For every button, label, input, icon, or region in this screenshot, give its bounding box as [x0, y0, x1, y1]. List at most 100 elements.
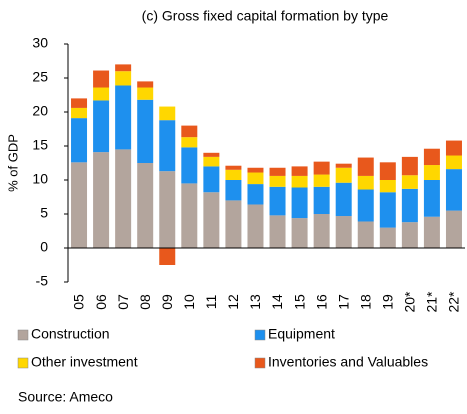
x-tick-label: 10: [181, 294, 197, 310]
legend-swatch: [17, 357, 29, 369]
bar-segment: [445, 140, 462, 156]
bar-segment: [335, 163, 352, 168]
x-tick-label: 15: [291, 294, 307, 310]
bar-segment: [401, 175, 418, 189]
bar-segment: [445, 169, 462, 211]
bar-segment: [357, 157, 374, 176]
y-tick-label: 10: [32, 171, 48, 187]
y-tick-label: 20: [32, 103, 48, 119]
bar-segment: [401, 156, 418, 176]
bar-segment: [225, 165, 242, 170]
bar-segment: [203, 156, 220, 167]
bar-segment: [225, 180, 242, 201]
y-axis-label: % of GDP: [5, 134, 20, 192]
y-tick-label: 25: [32, 69, 48, 85]
x-tick-label: 14: [269, 294, 285, 310]
x-tick-label: 13: [247, 294, 263, 310]
bar-segment: [225, 200, 242, 248]
legend-label: Equipment: [268, 326, 335, 342]
bar-segment: [115, 149, 132, 248]
bar-segment: [159, 171, 176, 248]
bar-segment: [247, 172, 264, 185]
bar-segment: [423, 180, 440, 217]
x-tick-label: 16: [313, 294, 329, 310]
bar-segment: [71, 162, 88, 248]
bar-segment: [159, 248, 176, 265]
bar-segment: [313, 214, 330, 248]
x-tick-label: 21*: [424, 291, 440, 313]
bar-segment: [379, 192, 396, 228]
bar-segment: [181, 183, 198, 248]
y-tick-label: -5: [36, 273, 49, 289]
bar-segment: [291, 187, 308, 219]
bar-segment: [247, 184, 264, 205]
x-tick-label: 08: [137, 294, 153, 310]
bar-segment: [93, 87, 110, 101]
y-tick-label: 5: [40, 205, 48, 221]
bar-segment: [379, 227, 396, 248]
bar-segment: [93, 100, 110, 153]
x-tick-label: 12: [225, 294, 241, 310]
bar-segment: [181, 125, 198, 138]
bar-segment: [423, 216, 440, 248]
bar-segment: [203, 152, 220, 157]
x-tick-label: 11: [203, 295, 219, 310]
bar-segment: [269, 186, 286, 216]
bar-segment: [159, 120, 176, 172]
chart-title: (c) Gross fixed capital formation by typ…: [142, 8, 389, 24]
bar-segment: [401, 188, 418, 223]
x-tick-label: 20*: [402, 291, 418, 313]
bar-segment: [379, 162, 396, 180]
bar-segment: [269, 215, 286, 248]
bar-segment: [313, 174, 330, 187]
x-tick-label: 18: [357, 294, 373, 310]
y-tick-label: 15: [32, 137, 48, 153]
bar-segment: [137, 163, 154, 248]
x-tick-label: 05: [71, 294, 87, 310]
bar-segment: [93, 152, 110, 248]
legend-label: Inventories and Valuables: [268, 354, 428, 370]
bar-segment: [247, 167, 264, 173]
bar-segment: [445, 210, 462, 248]
bar-segment: [247, 204, 264, 248]
bar-segment: [159, 106, 176, 121]
legend-swatch: [17, 329, 29, 341]
x-tick-label: 22*: [446, 291, 462, 313]
x-tick-label: 06: [93, 294, 109, 310]
bar-segment: [115, 71, 132, 86]
bar-segment: [137, 99, 154, 163]
legend-swatch: [254, 357, 266, 369]
bar-segment: [71, 118, 88, 163]
y-tick-label: 0: [40, 239, 48, 255]
bar-segment: [93, 70, 110, 88]
bar-segment: [137, 81, 154, 88]
bar-segment: [445, 155, 462, 170]
bar-segment: [423, 148, 440, 166]
bar-segment: [115, 85, 132, 150]
x-tick-label: 09: [159, 294, 175, 310]
bar-segment: [137, 87, 154, 100]
x-tick-label: 19: [380, 294, 396, 310]
bar-segment: [115, 64, 132, 72]
bar-segment: [379, 180, 396, 193]
legend-label: Construction: [31, 326, 110, 342]
bar-segment: [71, 98, 88, 108]
legend-swatch: [254, 329, 266, 341]
bar-segment: [313, 161, 330, 175]
bar-segment: [335, 216, 352, 248]
x-tick-label: 07: [115, 294, 131, 310]
bar-segment: [357, 221, 374, 248]
bar-segment: [357, 189, 374, 222]
bar-segment: [313, 186, 330, 214]
y-tick-label: 30: [32, 35, 48, 51]
bar-segment: [401, 222, 418, 248]
bar-segment: [181, 137, 198, 148]
bar-segment: [269, 175, 286, 187]
bar-segment: [291, 218, 308, 248]
bar-segment: [335, 182, 352, 217]
bar-segment: [203, 166, 220, 193]
bar-segment: [423, 165, 440, 180]
bar-segment: [335, 167, 352, 183]
bar-segment: [269, 167, 286, 176]
